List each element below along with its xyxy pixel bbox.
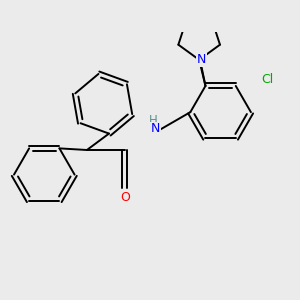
Text: Cl: Cl <box>261 73 273 86</box>
Text: N: N <box>196 53 206 66</box>
Text: N: N <box>151 122 160 136</box>
Text: H: H <box>149 114 158 127</box>
Text: O: O <box>120 190 130 204</box>
